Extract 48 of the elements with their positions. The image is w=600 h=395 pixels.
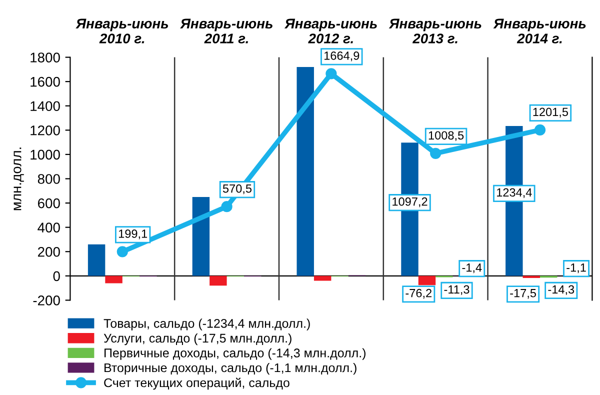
- y-tick-label: 1200: [30, 125, 60, 136]
- x-tick-label: Январь-июнь 2011 г.: [180, 18, 272, 44]
- data-label: 1664,9: [324, 51, 360, 62]
- bar: [192, 196, 210, 276]
- y-tick-label: 800: [38, 174, 60, 184]
- y-tick-label: 1600: [30, 76, 60, 87]
- data-label: -1,1: [566, 264, 586, 274]
- bar: [418, 276, 436, 286]
- bar: [210, 276, 227, 286]
- data-label: -17,5: [510, 289, 536, 299]
- point: [534, 124, 546, 136]
- data-label: 1097,2: [392, 197, 428, 208]
- data-label: 1008,5: [428, 131, 464, 141]
- y-tick-label: 600: [38, 198, 60, 208]
- legend-label: Товары, сальдо (-1234,4 млн.долл.): [104, 318, 310, 330]
- x-tick-label: Январь-июнь 2014 г.: [493, 18, 586, 44]
- data-label: -11,3: [444, 285, 470, 296]
- legend-label: Вторичные доходы, сальдо (-1,1 млн.долл.): [104, 363, 356, 375]
- point: [430, 148, 442, 159]
- bar: [296, 66, 314, 276]
- point: [221, 201, 232, 212]
- x-tick-label: Январь-июнь 2012 г.: [284, 18, 377, 44]
- bar: [314, 276, 332, 281]
- legend-label: Первичные доходы, сальдо (-14,3 млн.долл.): [104, 348, 366, 360]
- legend-label: Услуги, сальдо (-17,5 млн.долл.): [104, 333, 292, 346]
- data-label: 199,1: [118, 230, 148, 240]
- y-axis-title: млн.долл.: [14, 148, 24, 210]
- data-label: 1201,5: [533, 108, 568, 118]
- bar: [522, 276, 540, 278]
- data-label: 1234,4: [497, 188, 532, 198]
- y-tick-label: 200: [38, 246, 60, 257]
- y-tick-label: -200: [33, 296, 60, 306]
- y-tick-label: 400: [38, 222, 60, 232]
- x-tick-label: Январь-июнь 2013 г.: [388, 18, 482, 44]
- data-label: 570,5: [222, 184, 252, 194]
- data-label: -14,3: [548, 285, 574, 296]
- x-tick-label: Январь-июнь 2010 г.: [76, 18, 168, 44]
- bar: [88, 244, 106, 276]
- point: [326, 68, 337, 80]
- y-tick-label: 0: [53, 271, 60, 282]
- y-tick-label: 1800: [30, 52, 60, 62]
- bar: [105, 276, 122, 284]
- y-tick-label: 1400: [30, 101, 60, 112]
- data-label: -76,2: [406, 288, 432, 299]
- legend-label: Счет текущих операций, сальдо: [104, 378, 290, 390]
- y-tick-label: 1000: [30, 150, 60, 160]
- point: [116, 246, 128, 258]
- data-label: -1,4: [462, 264, 482, 274]
